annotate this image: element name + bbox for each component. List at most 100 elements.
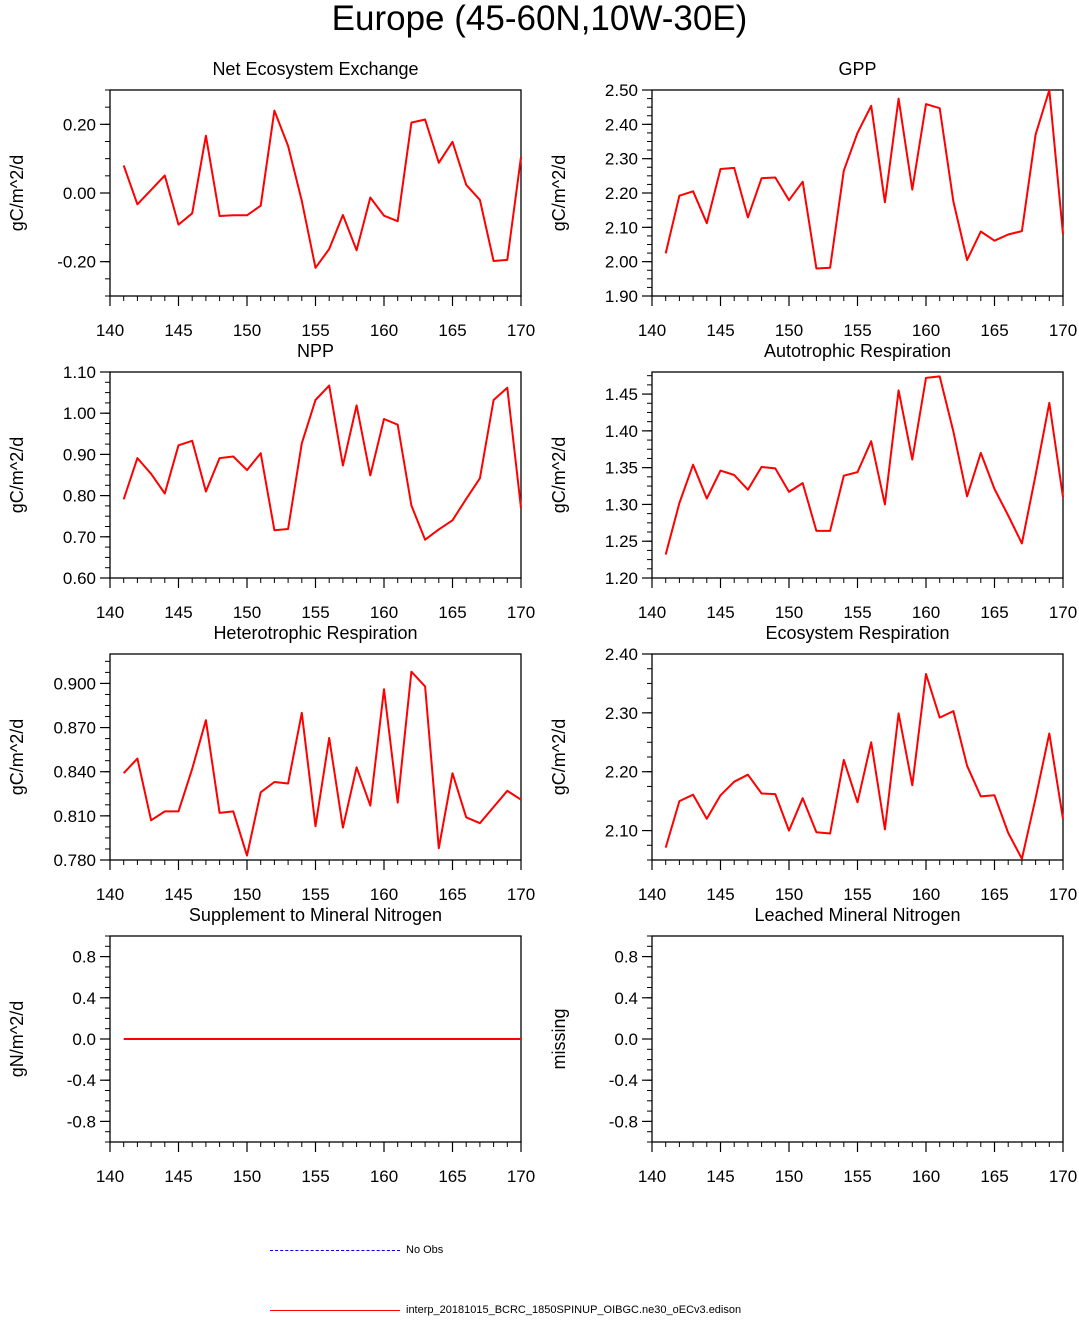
x-tick-label: 170 <box>507 1167 535 1186</box>
x-tick-label: 165 <box>438 603 466 622</box>
x-tick-label: 140 <box>638 321 666 340</box>
chart-title: NPP <box>297 341 334 361</box>
page-title: Europe (45-60N,10W-30E) <box>331 0 748 38</box>
y-tick-label: 1.35 <box>605 459 638 478</box>
y-tick-label: 0.840 <box>53 763 96 782</box>
x-tick-label: 150 <box>775 1167 803 1186</box>
y-axis-label: gC/m^2/d <box>549 719 569 795</box>
chart-panel-1: Net Ecosystem Exchange gC/m^2/d -0.20 0.00 0… <box>7 59 535 340</box>
x-tick-label: 160 <box>912 321 940 340</box>
y-tick-label: 1.30 <box>605 495 638 514</box>
y-tick-label: 1.00 <box>63 404 96 423</box>
chart-title: Net Ecosystem Exchange <box>212 59 418 79</box>
x-tick-label: 165 <box>980 1167 1008 1186</box>
chart-title: GPP <box>838 59 876 79</box>
y-tick-label: -0.8 <box>609 1112 638 1131</box>
chart-title: Leached Mineral Nitrogen <box>754 905 960 925</box>
x-tick-label: 160 <box>912 885 940 904</box>
x-tick-label: 170 <box>1049 321 1077 340</box>
y-tick-label: -0.4 <box>67 1071 96 1090</box>
x-tick-label: 165 <box>980 885 1008 904</box>
y-tick-label: 0.00 <box>63 184 96 203</box>
y-tick-label: 0.0 <box>614 1030 638 1049</box>
y-tick-label: -0.8 <box>67 1112 96 1131</box>
x-tick-label: 155 <box>843 1167 871 1186</box>
y-tick-label: 2.00 <box>605 253 638 272</box>
plot-frame <box>651 935 1064 1143</box>
x-tick-label: 140 <box>638 603 666 622</box>
y-tick-label: 0.90 <box>63 445 96 464</box>
y-tick-label: 0.60 <box>63 569 96 588</box>
x-tick-label: 170 <box>1049 1167 1077 1186</box>
plot-frame <box>651 371 1064 579</box>
x-tick-label: 155 <box>843 321 871 340</box>
x-tick-label: 155 <box>301 1167 329 1186</box>
series-line <box>664 89 1064 270</box>
y-axis-label: gC/m^2/d <box>549 155 569 231</box>
x-tick-label: 165 <box>438 321 466 340</box>
chart-panel-5: Heterotrophic Respiration gC/m^2/d 0.780 0.… <box>7 623 535 904</box>
x-tick-label: 165 <box>438 885 466 904</box>
y-axis-label: missing <box>549 1008 569 1069</box>
plot-frame <box>651 653 1064 861</box>
x-tick-label: 145 <box>706 885 734 904</box>
x-tick-label: 160 <box>912 1167 940 1186</box>
x-tick-label: 155 <box>301 321 329 340</box>
y-tick-label: 1.40 <box>605 422 638 441</box>
x-tick-label: 145 <box>164 603 192 622</box>
y-tick-label: 0.900 <box>53 674 96 693</box>
x-tick-label: 155 <box>301 885 329 904</box>
y-tick-label: 1.90 <box>605 287 638 306</box>
y-tick-label: 1.10 <box>63 363 96 382</box>
y-tick-label: 2.40 <box>605 645 638 664</box>
x-tick-label: 140 <box>638 885 666 904</box>
x-tick-label: 155 <box>301 603 329 622</box>
y-tick-label: -0.20 <box>57 253 96 272</box>
y-axis-label: gN/m^2/d <box>7 1001 27 1077</box>
chart-panel-4: Autotrophic Respiration gC/m^2/d 1.20 1.25 1… <box>549 341 1077 622</box>
y-tick-label: 0.0 <box>72 1030 96 1049</box>
x-tick-label: 160 <box>370 1167 398 1186</box>
x-tick-label: 165 <box>980 603 1008 622</box>
x-tick-label: 160 <box>370 603 398 622</box>
x-tick-label: 150 <box>233 885 261 904</box>
x-tick-label: 150 <box>233 603 261 622</box>
y-tick-label: 0.4 <box>72 989 96 1008</box>
x-tick-label: 160 <box>370 885 398 904</box>
x-tick-label: 150 <box>775 321 803 340</box>
y-tick-label: 1.25 <box>605 532 638 551</box>
chart-title: Ecosystem Respiration <box>765 623 949 643</box>
y-tick-label: 0.810 <box>53 807 96 826</box>
x-tick-label: 140 <box>96 321 124 340</box>
series-line <box>122 384 522 541</box>
series-line <box>122 670 522 857</box>
y-tick-label: 2.30 <box>605 704 638 723</box>
y-tick-label: 2.30 <box>605 150 638 169</box>
y-tick-label: 2.40 <box>605 115 638 134</box>
series-line <box>664 673 1064 860</box>
x-tick-label: 145 <box>706 1167 734 1186</box>
y-tick-label: 2.20 <box>605 184 638 203</box>
x-tick-label: 170 <box>1049 603 1077 622</box>
y-axis-label: gC/m^2/d <box>7 719 27 795</box>
x-tick-label: 170 <box>1049 885 1077 904</box>
x-tick-label: 150 <box>233 321 261 340</box>
x-tick-label: 140 <box>96 885 124 904</box>
chart-panel-7: Supplement to Mineral Nitrogen gN/m^2/d -0… <box>7 905 535 1186</box>
x-tick-label: 165 <box>438 1167 466 1186</box>
y-tick-label: 0.4 <box>614 989 638 1008</box>
x-tick-label: 170 <box>507 321 535 340</box>
x-tick-label: 140 <box>96 603 124 622</box>
x-tick-label: 170 <box>507 603 535 622</box>
x-tick-label: 140 <box>638 1167 666 1186</box>
chart-panel-2: GPP gC/m^2/d 1.90 2.00 2.10 2.20 2.30 2.40 2.50 1… <box>549 59 1077 340</box>
y-axis-label: gC/m^2/d <box>549 437 569 513</box>
x-tick-label: 145 <box>706 603 734 622</box>
x-tick-label: 145 <box>164 885 192 904</box>
chart-title: Heterotrophic Respiration <box>213 623 417 643</box>
chart-title: Supplement to Mineral Nitrogen <box>189 905 442 925</box>
x-tick-label: 155 <box>843 885 871 904</box>
x-tick-label: 165 <box>980 321 1008 340</box>
x-tick-label: 160 <box>370 321 398 340</box>
